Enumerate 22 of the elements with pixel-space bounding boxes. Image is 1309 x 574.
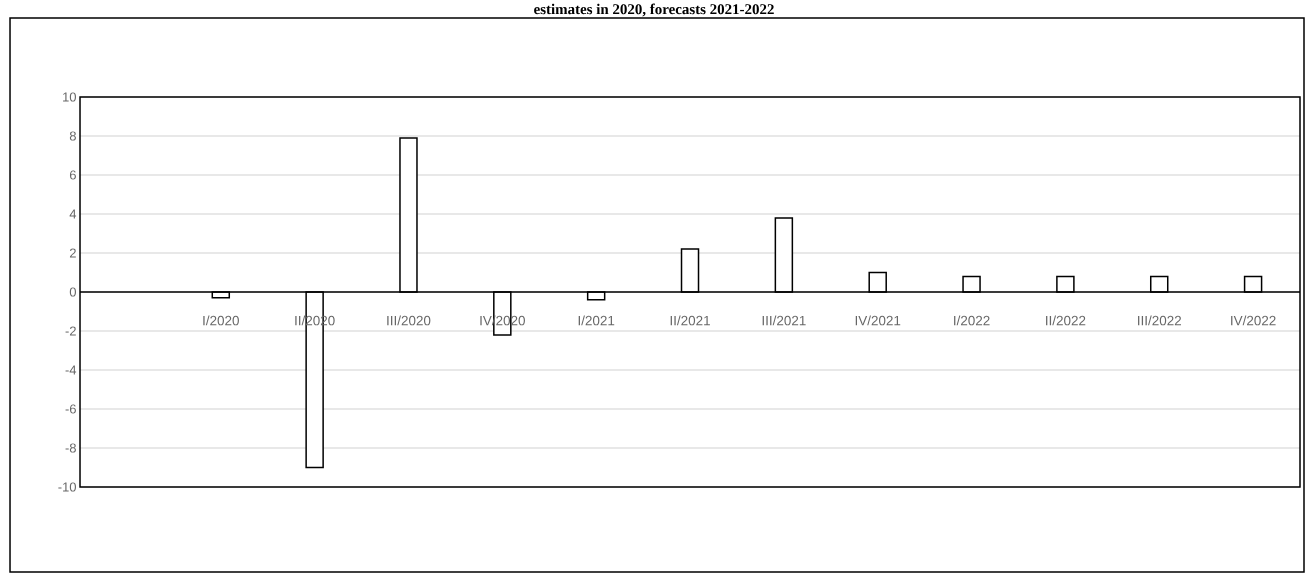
chart-title: estimates in 2020, forecasts 2021-2022 <box>534 3 774 17</box>
x-tick-label: II/2022 <box>1046 315 1086 326</box>
y-tick-label: 0 <box>69 287 76 297</box>
x-tick-label: III/2020 <box>387 315 431 326</box>
y-tick-label: 10 <box>63 92 76 102</box>
x-tick-label: I/2022 <box>954 315 990 326</box>
x-tick-label: I/2020 <box>203 315 239 326</box>
y-tick-label: 8 <box>69 131 76 141</box>
y-tick-label: 2 <box>69 248 76 258</box>
y-tick-label: 4 <box>69 209 77 219</box>
x-tick-label: I/2021 <box>578 315 615 326</box>
y-tick-label: -10 <box>58 482 76 492</box>
x-tick-label: IV/2021 <box>855 315 901 326</box>
y-tick-label: -2 <box>65 326 76 336</box>
y-tick-label: -8 <box>65 443 76 453</box>
y-tick-label: 6 <box>69 170 76 180</box>
y-tick-label: -4 <box>65 365 77 375</box>
y-tick-label: -6 <box>65 404 76 414</box>
x-tick-label: III/2021 <box>762 315 806 326</box>
x-tick-label: IV/2022 <box>1231 315 1276 326</box>
x-tick-label: II/2021 <box>670 315 710 326</box>
x-tick-label: III/2022 <box>1138 315 1182 326</box>
